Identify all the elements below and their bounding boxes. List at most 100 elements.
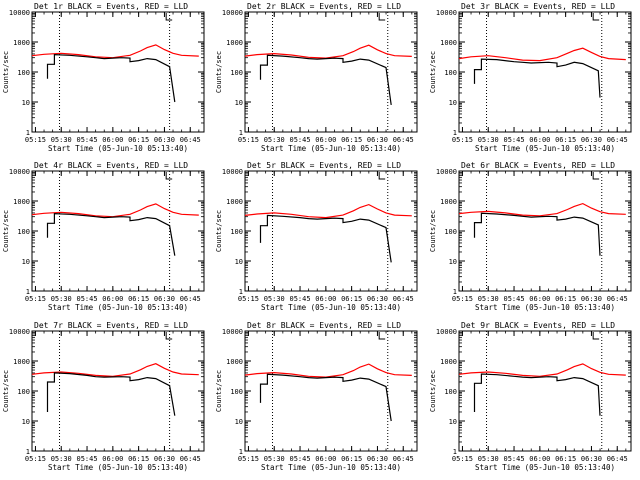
panel-title: Det 9r BLACK = Events, RED = LLD xyxy=(461,321,615,330)
y-tick-label: 1000 xyxy=(440,198,457,206)
detector-panel-2: Det 2r BLACK = Events, RED = LLD 1 10 100 10… xyxy=(215,2,418,153)
x-tick-label: 06:45 xyxy=(607,295,628,303)
x-tick-label: 05:45 xyxy=(504,136,525,144)
y-tick-label: 10 xyxy=(22,418,30,426)
lld-series-line xyxy=(31,44,199,59)
x-tick-label: 06:00 xyxy=(102,455,123,463)
x-tick-label: 06:30 xyxy=(581,455,602,463)
plot-frame xyxy=(244,170,418,292)
y-tick-label: 10 xyxy=(235,258,243,266)
plot-frame xyxy=(31,11,205,133)
plot-frame xyxy=(31,170,205,292)
y-tick-label: 10 xyxy=(449,258,457,266)
x-tick-label: 06:00 xyxy=(315,455,336,463)
y-tick-label: 10000 xyxy=(222,168,243,176)
legend-mark xyxy=(592,332,600,340)
y-tick-label: 10 xyxy=(235,99,243,107)
events-series-line xyxy=(259,373,392,422)
y-axis-label: Counts/sec xyxy=(2,210,10,252)
y-tick-label: 10 xyxy=(22,258,30,266)
y-tick-label: 1000 xyxy=(13,39,30,47)
x-tick-label: 05:45 xyxy=(290,136,311,144)
x-axis-label: Start Time (05-Jun-10 05:13:40) xyxy=(475,303,615,312)
x-tick-label: 06:45 xyxy=(393,455,414,463)
panel-title: Det 4r BLACK = Events, RED = LLD xyxy=(34,161,188,170)
y-tick-label: 1000 xyxy=(226,198,243,206)
lld-series-line xyxy=(458,202,626,217)
x-tick-label: 06:30 xyxy=(581,136,602,144)
panel-title: Det 1r BLACK = Events, RED = LLD xyxy=(34,2,188,11)
y-tick-label: 10000 xyxy=(222,9,243,17)
detector-panel-4: Det 4r BLACK = Events, RED = LLD 1 10 100 10… xyxy=(2,161,205,312)
y-tick-label: 100 xyxy=(230,69,243,77)
x-tick-label: 05:15 xyxy=(25,295,46,303)
lld-series-line xyxy=(244,363,412,378)
detector-panel-1: Det 1r BLACK = Events, RED = LLD 1 10 100 10… xyxy=(2,2,205,153)
lld-series-line xyxy=(244,203,412,219)
detector-panel-7: Det 7r BLACK = Events, RED = LLD 1 10 100 10… xyxy=(2,321,205,472)
x-tick-label: 06:30 xyxy=(154,136,175,144)
y-tick-label: 10 xyxy=(449,418,457,426)
detector-panel-5: Det 5r BLACK = Events, RED = LLD 1 10 100 10… xyxy=(215,161,418,312)
y-axis-label: Counts/sec xyxy=(215,51,223,93)
y-axis-label: Counts/sec xyxy=(429,51,437,93)
x-axis-label: Start Time (05-Jun-10 05:13:40) xyxy=(48,144,188,153)
x-tick-label: 05:15 xyxy=(25,455,46,463)
plot-frame xyxy=(31,330,205,452)
legend-mark xyxy=(378,13,386,21)
y-tick-label: 1000 xyxy=(13,358,30,366)
x-tick-label: 05:30 xyxy=(264,295,285,303)
x-tick-label: 05:30 xyxy=(478,455,499,463)
y-tick-label: 100 xyxy=(17,388,30,396)
legend-mark xyxy=(592,13,600,21)
y-tick-label: 1000 xyxy=(13,198,30,206)
legend-mark xyxy=(165,332,173,340)
x-tick-label: 06:30 xyxy=(154,455,175,463)
lld-series-line xyxy=(458,47,626,62)
panel-title: Det 3r BLACK = Events, RED = LLD xyxy=(461,2,615,11)
y-axis-label: Counts/sec xyxy=(215,210,223,252)
x-axis-label: Start Time (05-Jun-10 05:13:40) xyxy=(48,303,188,312)
y-tick-label: 1 xyxy=(453,129,457,137)
y-axis-label: Counts/sec xyxy=(429,210,437,252)
y-axis-label: Counts/sec xyxy=(429,370,437,412)
plot-frame xyxy=(458,330,632,452)
x-tick-label: 06:45 xyxy=(180,455,201,463)
x-tick-label: 06:00 xyxy=(315,136,336,144)
x-tick-label: 05:45 xyxy=(77,136,98,144)
x-tick-label: 05:30 xyxy=(478,295,499,303)
x-tick-label: 05:30 xyxy=(51,136,72,144)
events-series-line xyxy=(259,214,392,263)
events-series-line xyxy=(46,212,176,256)
detector-panel-9: Det 9r BLACK = Events, RED = LLD 1 10 100 10… xyxy=(429,321,632,472)
x-tick-label: 06:45 xyxy=(607,136,628,144)
events-series-line xyxy=(473,212,601,256)
legend-mark xyxy=(378,332,386,340)
y-tick-label: 10000 xyxy=(436,9,457,17)
x-axis-label: Start Time (05-Jun-10 05:13:40) xyxy=(48,463,188,472)
y-tick-label: 10000 xyxy=(9,328,30,336)
x-tick-label: 06:45 xyxy=(393,295,414,303)
x-tick-label: 05:30 xyxy=(51,455,72,463)
y-tick-label: 10 xyxy=(235,418,243,426)
y-tick-label: 1 xyxy=(453,288,457,296)
x-tick-label: 06:45 xyxy=(393,136,414,144)
x-tick-label: 06:30 xyxy=(367,136,388,144)
legend-mark xyxy=(165,13,173,21)
x-tick-label: 05:15 xyxy=(452,136,473,144)
y-tick-label: 100 xyxy=(230,388,243,396)
y-tick-label: 10000 xyxy=(9,168,30,176)
lld-series-line xyxy=(458,363,626,377)
x-tick-label: 05:45 xyxy=(290,455,311,463)
x-tick-label: 06:00 xyxy=(315,295,336,303)
y-tick-label: 1 xyxy=(26,288,30,296)
y-tick-label: 1000 xyxy=(226,358,243,366)
x-tick-label: 06:00 xyxy=(102,136,123,144)
legend-mark xyxy=(592,172,600,180)
y-tick-label: 1 xyxy=(26,129,30,137)
events-series-line xyxy=(46,53,176,103)
x-tick-label: 06:15 xyxy=(128,295,149,303)
x-axis-label: Start Time (05-Jun-10 05:13:40) xyxy=(261,463,401,472)
x-tick-label: 06:45 xyxy=(180,136,201,144)
y-tick-label: 100 xyxy=(444,69,457,77)
